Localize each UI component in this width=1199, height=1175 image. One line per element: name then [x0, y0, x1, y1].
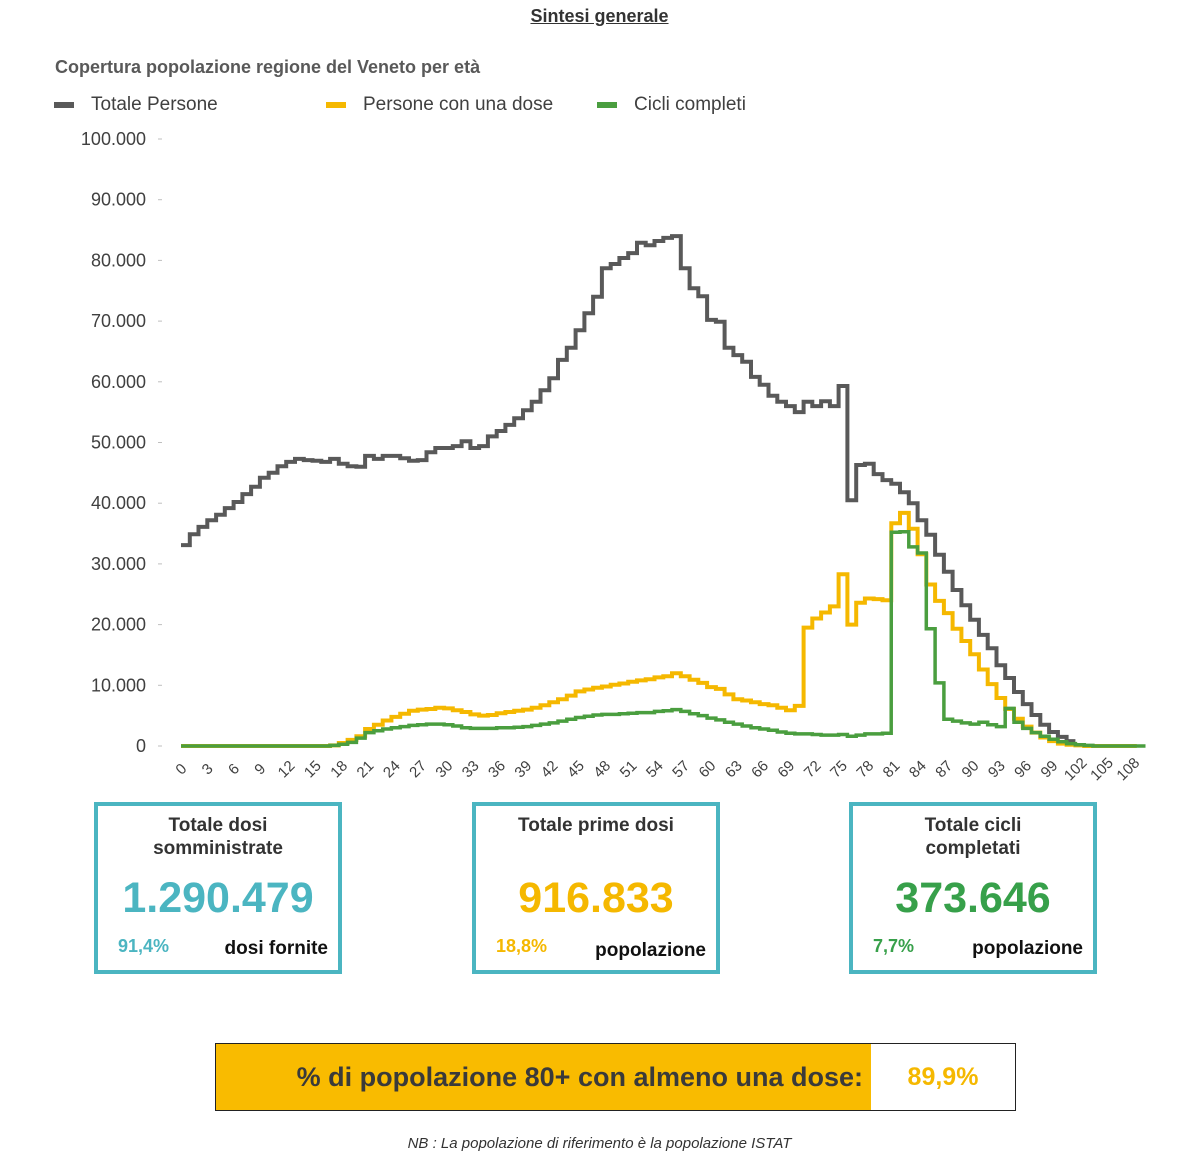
x-tick-label: 84	[906, 757, 930, 781]
series-cicli-completi	[181, 529, 1146, 748]
y-tick-label: 70.000	[91, 311, 146, 331]
x-tick-label: 9	[251, 760, 269, 778]
x-tick-label: 0	[172, 760, 190, 778]
y-tick-label: 50.000	[91, 433, 146, 453]
stat-box-dosi-somministrate: Totale dosi somministrate 1.290.479 91,4…	[94, 802, 342, 974]
x-tick-label: 69	[774, 757, 798, 781]
x-tick-label: 93	[985, 757, 1009, 781]
x-tick-label: 6	[225, 760, 243, 778]
x-tick-label: 81	[880, 757, 904, 781]
x-tick-label: 42	[538, 757, 562, 781]
x-tick-label: 66	[748, 757, 772, 781]
x-tick-label: 27	[406, 757, 430, 781]
chart-title: Copertura popolazione regione del Veneto…	[55, 57, 481, 77]
x-tick-label: 3	[199, 760, 217, 778]
x-tick-label: 63	[722, 757, 746, 781]
y-tick-label: 100.000	[81, 129, 146, 149]
legend-label: Persone con una dose	[363, 94, 554, 115]
x-tick-label: 39	[511, 757, 535, 781]
stat-value: 916.833	[518, 874, 674, 922]
stat-percent: 7,7%	[873, 936, 915, 956]
over-80-banner: % di popolazione 80+ con almeno una dose…	[215, 1043, 1016, 1111]
legend-item-cicli: Cicli completi	[597, 94, 746, 116]
legend-label: Cicli completi	[634, 94, 746, 115]
y-tick-label: 90.000	[91, 190, 146, 210]
stat-value: 373.646	[895, 874, 1051, 922]
stat-title: Totale dosi somministrate	[153, 815, 283, 859]
x-tick-label: 18	[327, 757, 351, 781]
stat-caption: popolazione	[972, 938, 1083, 959]
banner-label: % di popolazione 80+ con almeno una dose…	[296, 1061, 863, 1092]
stat-percent: 18,8%	[496, 936, 548, 956]
x-tick-label: 60	[696, 757, 720, 781]
series-totale-persone	[181, 234, 1076, 744]
x-axis: 0 3 6 9 12 15 18 21 24 27 30 33 36 39 42 45 48 51 54 57 60 63…	[172, 754, 1143, 784]
x-tick-label: 12	[275, 757, 299, 781]
stat-caption: dosi fornite	[224, 938, 328, 959]
x-tick-label: 75	[827, 757, 851, 781]
legend-label: Totale Persone	[91, 94, 218, 115]
y-tick-label: 0	[136, 736, 146, 756]
stat-title: Totale prime dosi	[518, 815, 674, 836]
stat-percent: 91,4%	[118, 936, 170, 956]
stat-box-cicli-completati: Totale cicli completati 373.646 7,7% pop…	[849, 802, 1097, 974]
y-tick-label: 20.000	[91, 615, 146, 635]
x-tick-label: 51	[617, 757, 641, 781]
x-tick-label: 90	[959, 757, 983, 781]
legend-swatch-totale	[54, 102, 74, 108]
banner-label-area: % di popolazione 80+ con almeno una dose…	[216, 1044, 871, 1110]
stat-caption: popolazione	[595, 940, 706, 961]
stat-box-prime-dosi: Totale prime dosi 916.833 18,8% popolazi…	[472, 802, 720, 974]
y-tick-label: 80.000	[91, 250, 146, 270]
legend-swatch-cicli	[597, 102, 617, 108]
x-tick-label: 54	[643, 757, 667, 781]
y-tick-label: 40.000	[91, 493, 146, 513]
x-tick-label: 48	[590, 757, 614, 781]
page-title: Sintesi generale	[530, 6, 669, 26]
x-tick-label: 78	[853, 757, 877, 781]
x-tick-label: 57	[669, 757, 693, 781]
x-tick-label: 102	[1061, 754, 1091, 784]
chart-legend: Totale Persone Persone con una dose Cicl…	[54, 94, 954, 118]
legend-item-una-dose: Persone con una dose	[326, 94, 553, 116]
x-tick-label: 105	[1087, 754, 1117, 784]
x-tick-label: 45	[564, 757, 588, 781]
x-tick-label: 24	[380, 757, 404, 781]
y-tick-label: 30.000	[91, 554, 146, 574]
legend-swatch-una-dose	[326, 102, 346, 108]
footnote: NB : La popolazione di riferimento è la …	[407, 1135, 792, 1152]
x-tick-label: 72	[801, 757, 825, 781]
series-persone-una-dose	[181, 510, 1137, 748]
x-tick-label: 30	[432, 757, 456, 781]
y-axis: 0 10.000 20.000 30.000 40.000 50.000 60.000 70.…	[81, 129, 162, 756]
x-tick-label: 108	[1113, 754, 1143, 784]
x-tick-label: 33	[459, 757, 483, 781]
x-tick-label: 96	[1011, 757, 1035, 781]
y-tick-label: 60.000	[91, 372, 146, 392]
x-tick-label: 15	[301, 757, 325, 781]
coverage-chart: 0 10.000 20.000 30.000 40.000 50.000 60.000 70.…	[81, 129, 1146, 784]
stat-title: Totale cicli completati	[924, 815, 1022, 859]
x-tick-label: 99	[1038, 757, 1062, 781]
banner-value: 89,9%	[907, 1062, 979, 1091]
y-tick-label: 10.000	[91, 675, 146, 695]
x-tick-label: 21	[354, 757, 378, 781]
legend-item-totale: Totale Persone	[54, 94, 218, 116]
x-tick-label: 36	[485, 757, 509, 781]
stat-value: 1.290.479	[122, 874, 314, 922]
x-tick-label: 87	[932, 757, 956, 781]
chart-series	[181, 234, 1146, 748]
